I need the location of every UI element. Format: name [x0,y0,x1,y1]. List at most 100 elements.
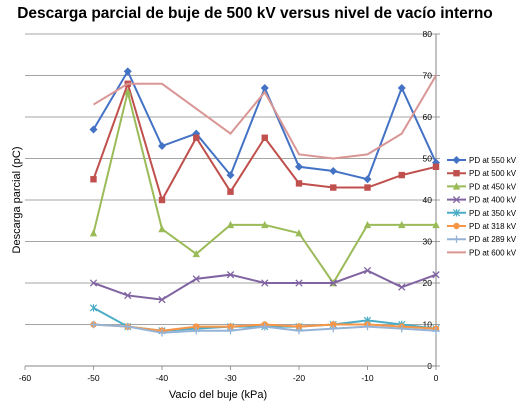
series-4 [89,266,440,304]
point-marker [89,229,98,237]
point-marker [452,182,461,190]
x-tick-label: 0 [434,373,439,383]
point-marker [329,166,338,175]
grid-layer [25,33,436,325]
legend-entry: PD at 450 kV [447,182,517,191]
chart-title: Descarga parcial de buje de 500 kV versu… [17,5,493,22]
y-axis-label: Descarga parcial (pC) [11,147,23,254]
y-tick-label: 60 [423,112,433,122]
point-marker [398,283,406,291]
point-marker [295,229,303,237]
point-marker [226,271,235,279]
legend-label: PD at 289 kV [469,235,517,244]
legend-label: PD at 450 kV [469,182,517,191]
point-marker [124,88,132,96]
x-axis-label: Vacío del buje (kPa) [169,389,267,401]
point-marker [226,220,235,229]
legend-entry: PD at 318 kV [447,222,517,231]
point-marker [123,67,132,76]
series-3 [89,88,440,287]
point-marker [192,249,200,258]
point-marker [363,220,372,229]
point-marker [227,188,234,195]
point-marker [227,323,234,330]
series-layer [89,67,440,337]
point-marker [453,170,460,177]
point-marker [432,220,440,229]
point-marker [330,184,337,191]
series-7 [89,320,440,337]
legend-entry: PD at 400 kV [447,196,517,205]
y-tick-label: 40 [423,195,433,205]
legend-label: PD at 600 kV [469,248,517,257]
y-tick-label: 50 [423,154,433,164]
point-marker [432,163,440,170]
x-tick-label: -30 [224,373,237,383]
point-marker [398,220,406,229]
point-marker [261,279,269,287]
legend-entry: PD at 350 kV [447,209,517,218]
y-tick-label: 70 [423,71,433,81]
point-marker [398,324,406,333]
point-marker [329,279,337,287]
point-marker [295,180,303,187]
x-tick-label: -10 [361,373,374,383]
point-marker [192,275,200,283]
point-marker [397,83,406,92]
legend-label: PD at 350 kV [469,209,517,218]
point-marker [398,171,405,179]
point-marker [261,220,269,229]
y-tick-label: 10 [423,320,433,330]
x-tick-label: -20 [293,373,306,383]
series-line [92,80,437,203]
legend-label: PD at 318 kV [469,222,517,231]
point-marker [158,196,166,204]
point-marker [364,184,371,191]
legend-entry: PD at 289 kV [447,235,517,244]
point-marker [158,295,166,304]
point-marker [295,327,303,335]
point-marker [158,329,166,337]
series-8 [92,74,437,160]
point-marker [295,323,303,330]
point-marker [89,320,98,329]
point-marker [124,322,132,331]
point-marker [452,209,461,217]
point-marker [432,271,440,279]
point-marker [90,176,97,183]
x-tick-label: -50 [87,373,100,383]
point-marker [226,327,235,335]
series-line [93,269,437,301]
point-marker [124,291,132,300]
point-marker [193,134,200,141]
legend-label: PD at 550 kV [469,156,517,165]
y-tick-label: 30 [423,237,433,247]
point-marker [89,304,98,312]
series-line [92,74,437,160]
point-marker [295,162,303,171]
point-marker [158,142,166,151]
point-marker [193,323,200,330]
point-marker [363,322,372,331]
point-marker [363,175,372,184]
point-marker [261,134,268,141]
point-marker [226,171,235,180]
point-marker [89,279,98,287]
y-tick-label: 20 [423,278,433,288]
point-marker [453,222,460,230]
x-tick-label: -40 [156,373,169,383]
legend-entry: PD at 500 kV [447,169,517,178]
x-tick-label: -60 [19,373,32,383]
legend-label: PD at 400 kV [469,196,517,205]
point-marker [452,195,461,204]
point-marker [432,327,440,335]
point-marker [295,279,303,287]
point-marker [89,125,98,134]
point-marker [452,235,461,243]
point-marker [452,156,461,164]
point-marker [260,83,269,92]
point-marker [363,266,372,275]
